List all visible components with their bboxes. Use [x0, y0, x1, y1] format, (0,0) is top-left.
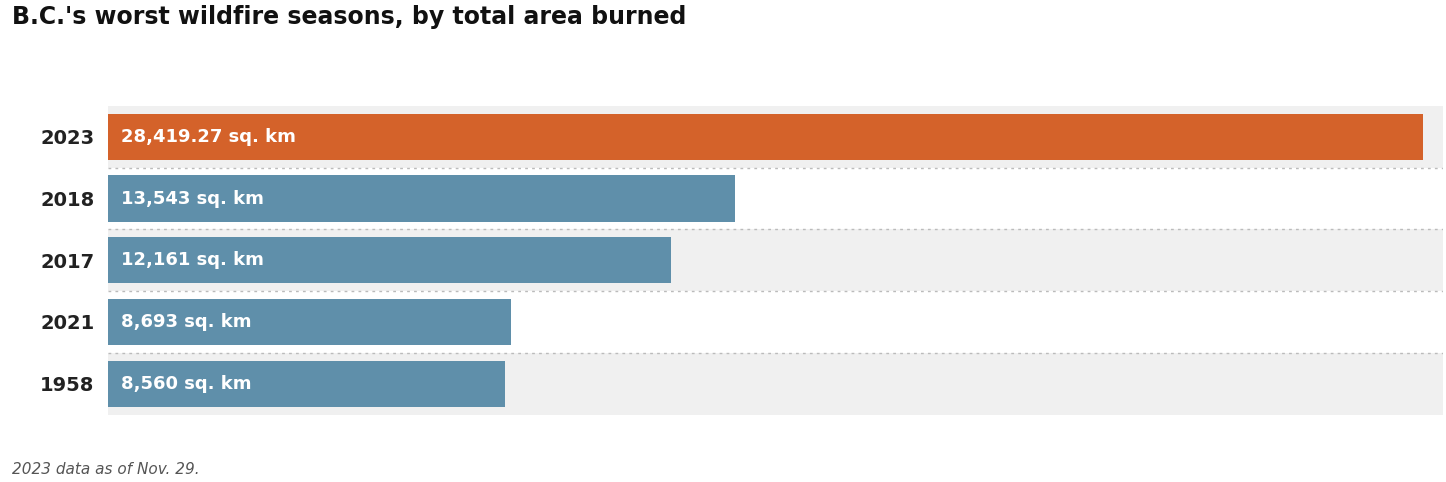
Bar: [108, 237, 671, 283]
Text: B.C.'s worst wildfire seasons, by total area burned: B.C.'s worst wildfire seasons, by total …: [12, 5, 685, 29]
Text: 8,693 sq. km: 8,693 sq. km: [121, 313, 252, 331]
Bar: [108, 361, 505, 407]
Text: 8,560 sq. km: 8,560 sq. km: [121, 375, 252, 393]
Bar: [108, 299, 510, 345]
Bar: [108, 114, 1423, 160]
Text: 12,161 sq. km: 12,161 sq. km: [121, 251, 265, 269]
Bar: [108, 106, 1443, 168]
Bar: [108, 175, 735, 222]
Text: 28,419.27 sq. km: 28,419.27 sq. km: [121, 128, 296, 146]
Text: 13,543 sq. km: 13,543 sq. km: [121, 189, 265, 208]
Bar: [108, 168, 1443, 229]
Bar: [108, 229, 1443, 291]
Text: 2023 data as of Nov. 29.: 2023 data as of Nov. 29.: [12, 462, 200, 477]
Bar: [108, 291, 1443, 353]
Bar: [108, 353, 1443, 415]
